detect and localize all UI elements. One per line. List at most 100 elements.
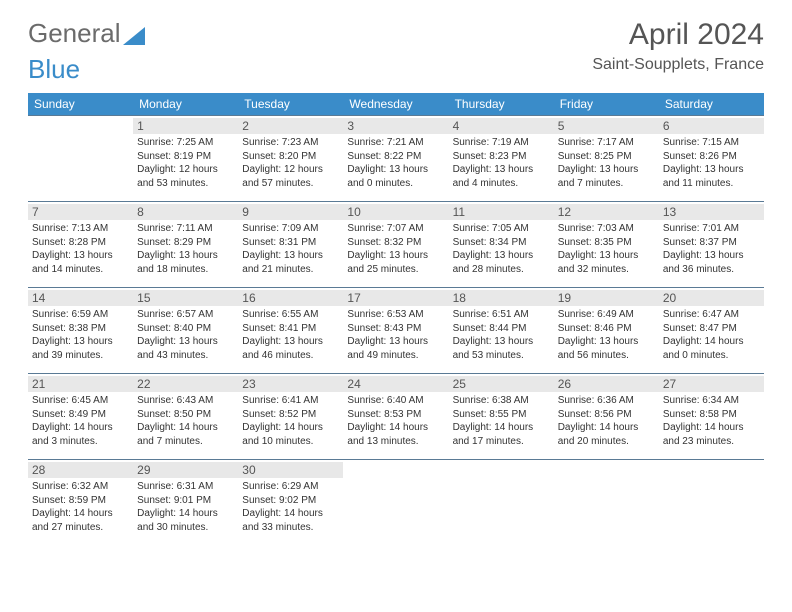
cell-body: Sunrise: 6:49 AMSunset: 8:46 PMDaylight:…	[558, 308, 655, 362]
cell-line: Daylight: 13 hours	[242, 335, 339, 349]
day-number: 23	[238, 376, 343, 392]
cell-body: Sunrise: 6:53 AMSunset: 8:43 PMDaylight:…	[347, 308, 444, 362]
cell-line: and 20 minutes.	[558, 435, 655, 449]
cell-line: Daylight: 13 hours	[663, 249, 760, 263]
cell-line: Daylight: 13 hours	[137, 249, 234, 263]
cell-body: Sunrise: 6:47 AMSunset: 8:47 PMDaylight:…	[663, 308, 760, 362]
cell-body: Sunrise: 7:15 AMSunset: 8:26 PMDaylight:…	[663, 136, 760, 190]
cell-line: and 39 minutes.	[32, 349, 129, 363]
day-number: 15	[133, 290, 238, 306]
cell-line: Sunset: 8:47 PM	[663, 322, 760, 336]
cell-line: Daylight: 14 hours	[453, 421, 550, 435]
cell-line: Sunset: 8:40 PM	[137, 322, 234, 336]
cell-line: Sunset: 8:19 PM	[137, 150, 234, 164]
calendar-cell: 15Sunrise: 6:57 AMSunset: 8:40 PMDayligh…	[133, 288, 238, 374]
calendar-cell: 5Sunrise: 7:17 AMSunset: 8:25 PMDaylight…	[554, 116, 659, 202]
cell-line: Sunrise: 6:31 AM	[137, 480, 234, 494]
calendar-cell	[343, 460, 448, 546]
cell-line: Sunrise: 7:11 AM	[137, 222, 234, 236]
day-number: 9	[238, 204, 343, 220]
day-number: 28	[28, 462, 133, 478]
cell-line: Sunset: 8:37 PM	[663, 236, 760, 250]
calendar-cell	[659, 460, 764, 546]
cell-line: Sunset: 8:35 PM	[558, 236, 655, 250]
cell-body: Sunrise: 7:11 AMSunset: 8:29 PMDaylight:…	[137, 222, 234, 276]
cell-line: and 28 minutes.	[453, 263, 550, 277]
cell-line: and 23 minutes.	[663, 435, 760, 449]
day-number: 26	[554, 376, 659, 392]
cell-body: Sunrise: 6:45 AMSunset: 8:49 PMDaylight:…	[32, 394, 129, 448]
cell-line: Sunset: 8:22 PM	[347, 150, 444, 164]
calendar-cell: 7Sunrise: 7:13 AMSunset: 8:28 PMDaylight…	[28, 202, 133, 288]
day-header: Saturday	[659, 93, 764, 116]
cell-body: Sunrise: 7:01 AMSunset: 8:37 PMDaylight:…	[663, 222, 760, 276]
day-number: 10	[343, 204, 448, 220]
cell-line: Sunset: 8:32 PM	[347, 236, 444, 250]
day-header: Wednesday	[343, 93, 448, 116]
cell-line: Daylight: 14 hours	[347, 421, 444, 435]
cell-line: and 10 minutes.	[242, 435, 339, 449]
cell-line: Daylight: 13 hours	[558, 249, 655, 263]
cell-line: Sunrise: 7:03 AM	[558, 222, 655, 236]
cell-line: Sunrise: 6:32 AM	[32, 480, 129, 494]
cell-line: Sunrise: 7:19 AM	[453, 136, 550, 150]
cell-line: Daylight: 13 hours	[453, 335, 550, 349]
calendar-cell: 19Sunrise: 6:49 AMSunset: 8:46 PMDayligh…	[554, 288, 659, 374]
cell-body: Sunrise: 6:55 AMSunset: 8:41 PMDaylight:…	[242, 308, 339, 362]
cell-line: Daylight: 13 hours	[347, 163, 444, 177]
cell-line: Daylight: 14 hours	[663, 335, 760, 349]
cell-line: Sunrise: 7:07 AM	[347, 222, 444, 236]
cell-line: Daylight: 14 hours	[242, 421, 339, 435]
cell-line: Sunrise: 6:38 AM	[453, 394, 550, 408]
cell-line: Sunset: 8:20 PM	[242, 150, 339, 164]
calendar-cell	[449, 460, 554, 546]
cell-line: Sunset: 8:26 PM	[663, 150, 760, 164]
cell-line: Sunset: 8:31 PM	[242, 236, 339, 250]
calendar-cell: 4Sunrise: 7:19 AMSunset: 8:23 PMDaylight…	[449, 116, 554, 202]
cell-line: Sunrise: 7:13 AM	[32, 222, 129, 236]
cell-line: and 0 minutes.	[347, 177, 444, 191]
cell-body: Sunrise: 7:17 AMSunset: 8:25 PMDaylight:…	[558, 136, 655, 190]
day-number: 6	[659, 118, 764, 134]
day-number: 25	[449, 376, 554, 392]
cell-body: Sunrise: 7:21 AMSunset: 8:22 PMDaylight:…	[347, 136, 444, 190]
cell-line: Daylight: 12 hours	[137, 163, 234, 177]
calendar-cell: 14Sunrise: 6:59 AMSunset: 8:38 PMDayligh…	[28, 288, 133, 374]
cell-line: Sunrise: 6:49 AM	[558, 308, 655, 322]
cell-line: Sunrise: 6:40 AM	[347, 394, 444, 408]
cell-body: Sunrise: 6:59 AMSunset: 8:38 PMDaylight:…	[32, 308, 129, 362]
cell-line: and 53 minutes.	[453, 349, 550, 363]
day-header: Tuesday	[238, 93, 343, 116]
cell-line: Sunset: 9:02 PM	[242, 494, 339, 508]
day-number: 29	[133, 462, 238, 478]
day-number: 18	[449, 290, 554, 306]
cell-line: Daylight: 14 hours	[663, 421, 760, 435]
cell-line: Daylight: 14 hours	[137, 507, 234, 521]
cell-line: Sunrise: 7:01 AM	[663, 222, 760, 236]
calendar-cell: 23Sunrise: 6:41 AMSunset: 8:52 PMDayligh…	[238, 374, 343, 460]
cell-body: Sunrise: 7:09 AMSunset: 8:31 PMDaylight:…	[242, 222, 339, 276]
calendar-cell: 30Sunrise: 6:29 AMSunset: 9:02 PMDayligh…	[238, 460, 343, 546]
cell-line: and 13 minutes.	[347, 435, 444, 449]
cell-body: Sunrise: 7:05 AMSunset: 8:34 PMDaylight:…	[453, 222, 550, 276]
cell-line: and 33 minutes.	[242, 521, 339, 535]
cell-body: Sunrise: 7:25 AMSunset: 8:19 PMDaylight:…	[137, 136, 234, 190]
calendar-cell: 1 Sunrise: 7:25 AMSunset: 8:19 PMDaylight…	[133, 116, 238, 202]
day-number: 1	[133, 118, 238, 134]
cell-line: Sunset: 8:56 PM	[558, 408, 655, 422]
cell-body: Sunrise: 7:07 AMSunset: 8:32 PMDaylight:…	[347, 222, 444, 276]
calendar-cell: 29 Sunrise: 6:31 AMSunset: 9:01 PMDayligh…	[133, 460, 238, 546]
cell-body: Sunrise: 6:31 AMSunset: 9:01 PMDaylight:…	[137, 480, 234, 534]
cell-line: and 14 minutes.	[32, 263, 129, 277]
calendar-cell: 6 Sunrise: 7:15 AMSunset: 8:26 PMDaylight…	[659, 116, 764, 202]
cell-line: and 49 minutes.	[347, 349, 444, 363]
calendar-cell: 16Sunrise: 6:55 AMSunset: 8:41 PMDayligh…	[238, 288, 343, 374]
cell-line: Sunset: 9:01 PM	[137, 494, 234, 508]
cell-line: and 3 minutes.	[32, 435, 129, 449]
cell-body: Sunrise: 6:38 AMSunset: 8:55 PMDaylight:…	[453, 394, 550, 448]
cell-line: and 43 minutes.	[137, 349, 234, 363]
calendar-cell: 20Sunrise: 6:47 AMSunset: 8:47 PMDayligh…	[659, 288, 764, 374]
calendar-cell: 9 Sunrise: 7:09 AMSunset: 8:31 PMDaylight…	[238, 202, 343, 288]
month-title: April 2024	[592, 18, 764, 52]
calendar-week-row: 28Sunrise: 6:32 AMSunset: 8:59 PMDayligh…	[28, 460, 764, 546]
